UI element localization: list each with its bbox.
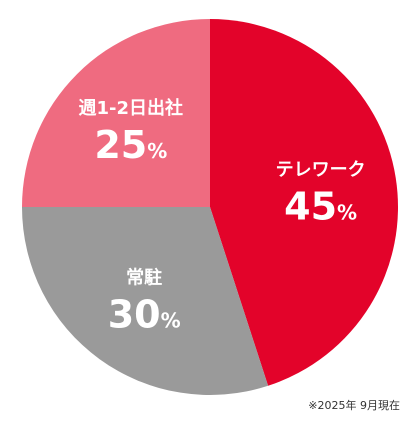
slice-value-1: 30% xyxy=(108,293,181,337)
slice-label-0: テレワーク xyxy=(276,159,366,180)
footnote: ※2025年 9月現在 xyxy=(308,399,400,412)
slice-value-2: 25% xyxy=(94,123,167,167)
slice-value-0: 45% xyxy=(284,184,357,228)
slice-label-1: 常駐 xyxy=(126,267,162,289)
slice-label-2: 週1-2日出社 xyxy=(79,97,184,119)
pie-slice-1 xyxy=(22,207,269,395)
pie-slice-2 xyxy=(22,19,210,207)
pie-slice-0 xyxy=(210,19,398,386)
